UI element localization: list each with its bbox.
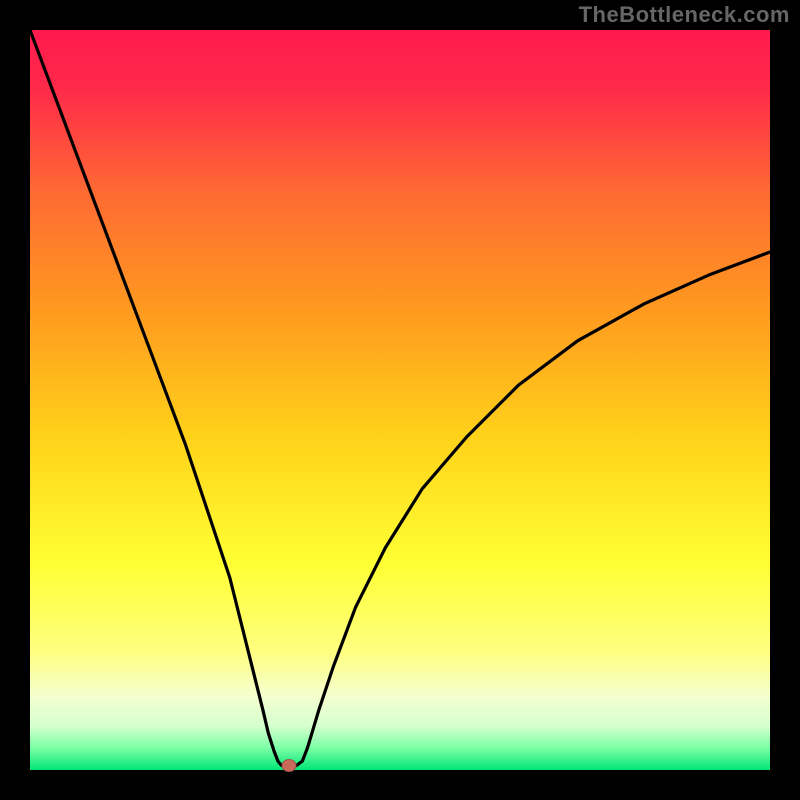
stage: TheBottleneck.com bbox=[0, 0, 800, 800]
chart-svg bbox=[0, 0, 800, 800]
watermark-text: TheBottleneck.com bbox=[579, 2, 790, 28]
plot-background bbox=[30, 30, 770, 770]
valley-marker bbox=[282, 760, 296, 772]
